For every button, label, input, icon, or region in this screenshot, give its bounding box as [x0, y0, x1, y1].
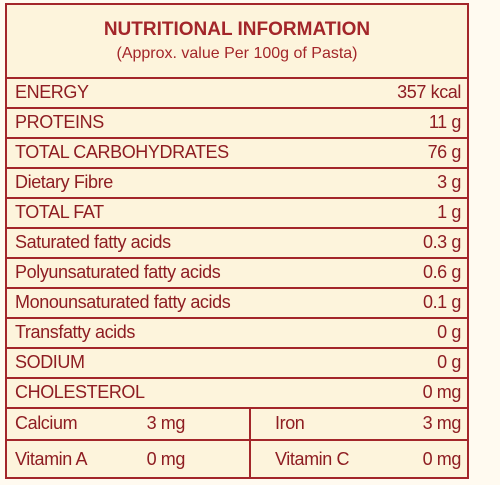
- nutrient-label: Saturated fatty acids: [15, 232, 171, 252]
- nutrient-value: 3 g: [437, 172, 461, 192]
- nutrient-value: 0 mg: [146, 449, 186, 469]
- nutrient-value: 3 mg: [422, 413, 462, 433]
- nutrient-label: TOTAL CARBOHYDRATES: [15, 142, 229, 162]
- nutrient-label: TOTAL FAT: [15, 202, 104, 222]
- column-divider: [249, 441, 251, 477]
- table-row: ENERGY 357 kcal: [7, 77, 467, 107]
- table-row: Transfatty acids 0 g: [7, 317, 467, 347]
- table-row: Saturated fatty acids 0.3 g: [7, 227, 467, 257]
- nutrient-label: Vitamin A: [15, 449, 88, 469]
- nutrient-value: 0.3 g: [422, 232, 461, 252]
- nutrient-label: Vitamin C: [275, 449, 350, 469]
- nutrient-value: 0 mg: [422, 382, 462, 402]
- nutrient-value: 0 mg: [422, 449, 462, 469]
- table-row: Calcium 3 mg Iron 3 mg: [7, 407, 467, 439]
- column-divider: [249, 409, 251, 439]
- nutrient-value: 3 mg: [146, 413, 186, 433]
- table-row: SODIUM 0 g: [7, 347, 467, 377]
- title: NUTRITIONAL INFORMATION: [103, 19, 371, 40]
- nutrient-value: 0 g: [437, 322, 461, 342]
- table-row: Vitamin A 0 mg Vitamin C 0 mg: [7, 439, 467, 477]
- nutrient-label: PROTEINS: [15, 112, 104, 132]
- nutrient-value: 0.1 g: [422, 292, 461, 312]
- nutrient-label: Transfatty acids: [15, 322, 135, 342]
- nutrient-label: Polyunsaturated fatty acids: [15, 262, 221, 282]
- nutrient-label: SODIUM: [15, 352, 85, 372]
- subtitle: (Approx. value Per 100g of Pasta): [116, 45, 358, 62]
- table-row: TOTAL CARBOHYDRATES 76 g: [7, 137, 467, 167]
- nutrient-value: 1 g: [437, 202, 461, 222]
- table-row: TOTAL FAT 1 g: [7, 197, 467, 227]
- table-row: Monounsaturated fatty acids 0.1 g: [7, 287, 467, 317]
- nutrient-value: 0 g: [437, 352, 461, 372]
- nutrient-value: 357 kcal: [397, 82, 461, 102]
- nutrient-value: 76 g: [427, 142, 462, 162]
- nutrient-value: 0.6 g: [422, 262, 461, 282]
- nutrient-label: CHOLESTEROL: [15, 382, 145, 402]
- table-row: Dietary Fibre 3 g: [7, 167, 467, 197]
- nutrient-label: Dietary Fibre: [15, 172, 113, 192]
- nutrient-label: ENERGY: [15, 82, 89, 102]
- nutrient-value: 11 g: [428, 112, 462, 132]
- table-row: Polyunsaturated fatty acids 0.6 g: [7, 257, 467, 287]
- nutrient-label: Iron: [275, 413, 305, 433]
- nutrient-label: Monounsaturated fatty acids: [15, 292, 231, 312]
- nutrition-panel: NUTRITIONAL INFORMATION (Approx. value P…: [5, 3, 469, 479]
- table-row: PROTEINS 11 g: [7, 107, 467, 137]
- table-row: CHOLESTEROL 0 mg: [7, 377, 467, 407]
- nutrient-label: Calcium: [15, 413, 78, 433]
